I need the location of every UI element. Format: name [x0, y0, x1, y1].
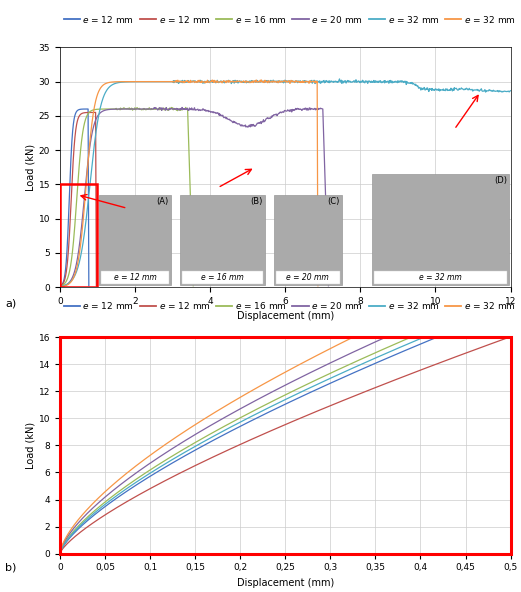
- Bar: [374, 271, 507, 284]
- Bar: [100, 195, 171, 285]
- X-axis label: Displacement (mm): Displacement (mm): [237, 311, 334, 321]
- Bar: [371, 174, 508, 285]
- Text: (D): (D): [494, 176, 507, 185]
- Text: (A): (A): [157, 197, 169, 205]
- Bar: [182, 271, 263, 284]
- Bar: [274, 195, 342, 285]
- Text: e = 32 mm: e = 32 mm: [419, 273, 462, 282]
- Text: e = 12 mm: e = 12 mm: [114, 273, 156, 282]
- Text: b): b): [5, 562, 17, 572]
- Bar: [60, 184, 97, 287]
- Legend: $e$ = 12 mm, $e$ = 12 mm, $e$ = 16 mm, $e$ = 20 mm, $e$ = 32 mm, $e$ = 32 mm: $e$ = 12 mm, $e$ = 12 mm, $e$ = 16 mm, $…: [60, 10, 519, 28]
- Bar: [276, 271, 340, 284]
- Y-axis label: Load (kN): Load (kN): [26, 422, 36, 469]
- Text: (B): (B): [250, 197, 263, 205]
- Y-axis label: Load (kN): Load (kN): [26, 144, 36, 191]
- Text: (C): (C): [327, 197, 340, 205]
- Bar: [101, 271, 169, 284]
- Text: e = 20 mm: e = 20 mm: [287, 273, 329, 282]
- Text: a): a): [5, 299, 17, 309]
- Legend: $e$ = 12 mm, $e$ = 12 mm, $e$ = 16 mm, $e$ = 20 mm, $e$ = 32 mm, $e$ = 32 mm: $e$ = 12 mm, $e$ = 12 mm, $e$ = 16 mm, $…: [60, 297, 519, 315]
- X-axis label: Displacement (mm): Displacement (mm): [237, 578, 334, 588]
- Text: e = 16 mm: e = 16 mm: [201, 273, 244, 282]
- Bar: [180, 195, 265, 285]
